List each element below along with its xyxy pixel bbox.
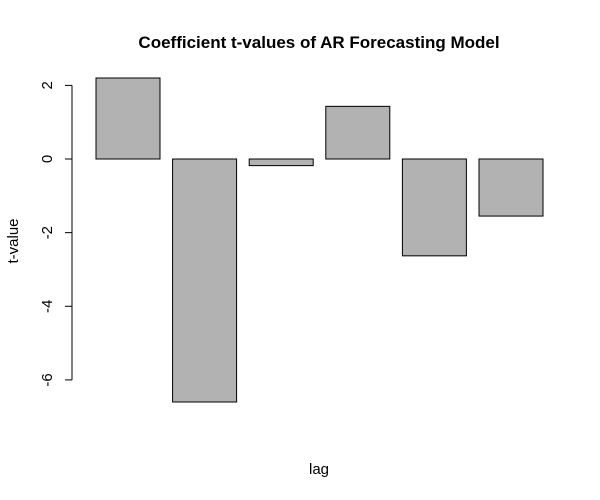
- x-axis-label: lag: [309, 461, 329, 478]
- y-axis: -6 -4 -2 0 2: [39, 81, 73, 387]
- bar-6: [478, 158, 544, 217]
- y-tick-label: -4: [39, 300, 56, 313]
- y-tick-label: 2: [39, 81, 56, 89]
- bar-5: [401, 158, 467, 257]
- bar-1: [95, 77, 161, 160]
- y-axis-label: t-value: [5, 218, 22, 263]
- y-tick-label: 0: [39, 155, 56, 163]
- bar-2: [172, 158, 238, 403]
- y-tick-label: -6: [39, 373, 56, 386]
- bars-group: [95, 77, 544, 403]
- bar-3: [248, 158, 314, 167]
- y-tick-label: -2: [39, 226, 56, 239]
- chart-title: Coefficient t-values of AR Forecasting M…: [138, 33, 499, 52]
- bar-4: [325, 105, 391, 160]
